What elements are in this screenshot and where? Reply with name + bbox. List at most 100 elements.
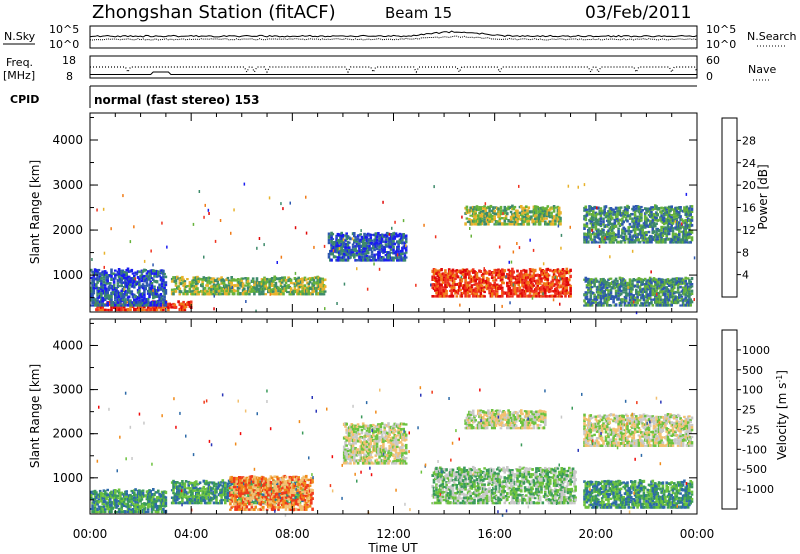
echo-cell	[440, 273, 443, 276]
echo-cell	[633, 284, 637, 288]
echo-cell	[90, 268, 93, 272]
echo-cell	[121, 269, 125, 272]
echo-cell	[191, 492, 194, 496]
echo-cell	[262, 493, 265, 497]
echo-cell	[633, 278, 637, 282]
echo-cell	[475, 274, 479, 279]
echo-cell	[594, 277, 598, 280]
echo-cell	[246, 277, 250, 280]
echo-cell	[568, 278, 571, 282]
echo-cell	[684, 296, 687, 300]
echo-cell	[399, 240, 403, 244]
echo-cell	[630, 230, 633, 234]
echo-cell	[511, 267, 514, 271]
echo-cell	[678, 221, 681, 225]
echo-cell	[335, 244, 338, 248]
echo-cell	[140, 295, 144, 299]
echo-cell	[554, 291, 557, 295]
echo-cell	[97, 304, 101, 307]
echo-cell	[369, 233, 373, 237]
echo-cell	[141, 489, 145, 492]
echo-cell	[164, 490, 168, 495]
echo-cell	[284, 289, 288, 293]
echo-cell	[688, 298, 691, 302]
echo-cell	[461, 270, 465, 273]
echo-cell	[349, 255, 352, 259]
echo-cell	[152, 306, 155, 309]
echo-cell	[178, 278, 182, 282]
echo-cell	[219, 483, 222, 487]
echo-cell	[130, 495, 134, 498]
echo-cell	[305, 278, 308, 281]
echo-cell	[506, 292, 509, 295]
echo-cell	[162, 269, 165, 273]
echo-cell	[303, 276, 307, 280]
echo-speck	[518, 246, 521, 250]
echo-cell	[444, 278, 447, 281]
echo-cell	[540, 277, 543, 280]
echo-cell	[141, 283, 145, 287]
echo-cell	[482, 278, 485, 282]
echo-cell	[489, 204, 493, 208]
echo-speck	[577, 185, 579, 189]
echo-cell	[507, 287, 510, 291]
echo-cell	[455, 271, 459, 275]
echo-cell	[621, 280, 624, 283]
echo-cell	[100, 497, 103, 500]
echo-speck	[336, 302, 338, 305]
echo-cell	[675, 279, 679, 282]
echo-cell	[501, 278, 504, 281]
echo-cell	[234, 284, 237, 288]
echo-cell	[645, 282, 648, 285]
echo-cell	[685, 236, 689, 239]
echo-cell	[471, 208, 475, 211]
echo-cell	[678, 232, 681, 237]
echo-cell	[370, 239, 374, 242]
echo-cell	[392, 259, 395, 262]
echo-cell	[198, 487, 202, 490]
echo-cell	[219, 292, 222, 296]
echo-cell	[688, 223, 691, 227]
echo-cell	[274, 289, 278, 293]
echo-cell	[434, 295, 437, 298]
echo-cell	[458, 285, 461, 289]
echo-cell	[197, 293, 201, 296]
echo-cell	[551, 275, 555, 279]
echo-cell	[124, 303, 127, 307]
echo-cell	[690, 277, 694, 281]
echo-cell	[664, 222, 667, 225]
echo-cell	[490, 217, 494, 221]
echo-cell	[589, 294, 593, 299]
echo-cell	[565, 289, 569, 293]
echo-cell	[207, 489, 211, 493]
echo-cell	[98, 275, 102, 278]
echo-cell	[297, 292, 300, 296]
echo-cell	[645, 290, 648, 294]
echo-cell	[140, 279, 144, 283]
echo-cell	[126, 291, 130, 294]
echo-cell	[134, 498, 137, 501]
echo-cell	[656, 238, 660, 241]
echo-cell	[351, 251, 355, 254]
echo-cell	[641, 209, 644, 212]
echo-cell	[637, 205, 641, 208]
echo-cell	[527, 280, 531, 284]
echo-cell	[590, 286, 594, 289]
echo-cell	[589, 292, 593, 295]
echo-cell	[337, 256, 341, 260]
echo-cell	[664, 303, 667, 307]
echo-cell	[513, 286, 517, 290]
echo-cell	[463, 284, 466, 287]
echo-cell	[114, 277, 117, 280]
echo-cell	[618, 206, 622, 210]
echo-cell	[184, 490, 188, 494]
echo-cell	[392, 239, 395, 243]
echo-cell	[349, 237, 352, 241]
echo-cell	[122, 504, 126, 508]
echo-cell	[552, 217, 556, 221]
echo-cell	[685, 220, 689, 224]
echo-cell	[676, 300, 680, 304]
echo-speck	[598, 245, 601, 248]
echo-cell	[208, 481, 212, 484]
echo-cell	[157, 294, 160, 297]
